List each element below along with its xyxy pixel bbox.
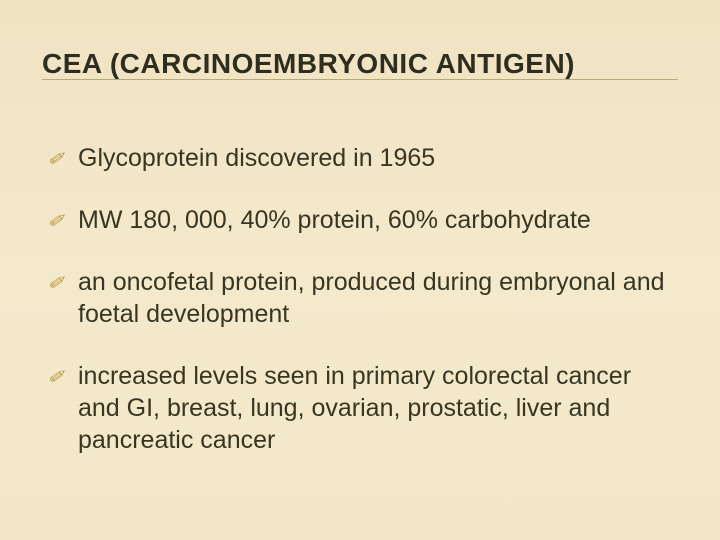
slide-title: CEA (CARCINOEMBRYONIC ANTIGEN): [42, 48, 575, 86]
list-item: ✐ an oncofetal protein, produced during …: [48, 266, 678, 330]
list-item: ✐ increased levels seen in primary color…: [48, 360, 678, 456]
bullet-icon: ✐: [47, 148, 64, 171]
bullet-text: increased levels seen in primary colorec…: [78, 362, 631, 454]
list-item: ✐ MW 180, 000, 40% protein, 60% carbohyd…: [48, 204, 678, 236]
bullet-icon: ✐: [47, 210, 64, 233]
bullet-icon: ✐: [47, 272, 64, 295]
list-item: ✐ Glycoprotein discovered in 1965: [48, 142, 678, 174]
title-container: CEA (CARCINOEMBRYONIC ANTIGEN): [42, 48, 678, 86]
bullet-list: ✐ Glycoprotein discovered in 1965 ✐ MW 1…: [42, 142, 678, 456]
bullet-text: an oncofetal protein, produced during em…: [78, 268, 665, 328]
bullet-text: Glycoprotein discovered in 1965: [78, 144, 435, 172]
bullet-icon: ✐: [47, 366, 64, 389]
bullet-text: MW 180, 000, 40% protein, 60% carbohydra…: [78, 206, 591, 234]
